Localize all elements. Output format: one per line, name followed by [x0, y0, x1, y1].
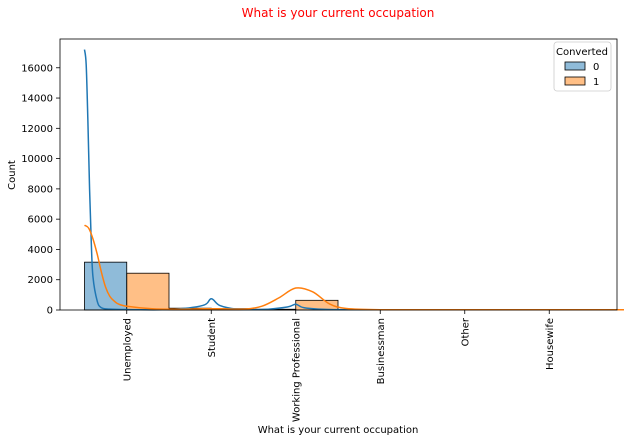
y-tick-label: 4000	[28, 245, 53, 256]
kde-layer	[83, 49, 624, 311]
x-tick-label: Other	[460, 317, 471, 346]
y-tick-label: 8000	[28, 184, 53, 195]
legend-swatch-1	[564, 76, 586, 86]
plot-frame	[59, 38, 618, 311]
x-tick-label: Businessman	[376, 318, 387, 384]
x-tick-label: Housewife	[545, 318, 556, 370]
y-tick-label: 0	[47, 306, 53, 317]
x-tick-label: Student	[207, 318, 218, 357]
x-tick-label: Working Professional	[291, 318, 302, 422]
legend-swatch-0	[564, 61, 586, 71]
bars-layer	[84, 261, 592, 311]
y-tick-label: 6000	[28, 215, 53, 226]
x-axis: Unemployed Student Working Professional Bus…	[122, 310, 556, 422]
y-tick-label: 10000	[21, 154, 53, 165]
legend-label-0: 0	[593, 62, 599, 73]
legend-title: Converted	[556, 47, 608, 58]
x-axis-label: What is your current occupation	[258, 425, 419, 436]
y-tick-label: 14000	[21, 94, 53, 105]
y-tick-label: 2000	[28, 275, 53, 286]
y-axis: 0 2000 4000 6000 8000 10000 12000 14000 16000	[21, 63, 60, 317]
y-axis-label: Count	[7, 160, 18, 190]
y-tick-label: 16000	[21, 63, 53, 74]
kde-curve-0	[83, 49, 624, 311]
legend-label-1: 1	[593, 77, 599, 88]
y-tick-label: 12000	[21, 124, 53, 135]
x-tick-label: Unemployed	[122, 318, 133, 381]
chart-title: What is your current occupation	[242, 6, 435, 20]
legend: Converted 0 1	[553, 41, 612, 92]
bar-1-0	[126, 272, 170, 311]
